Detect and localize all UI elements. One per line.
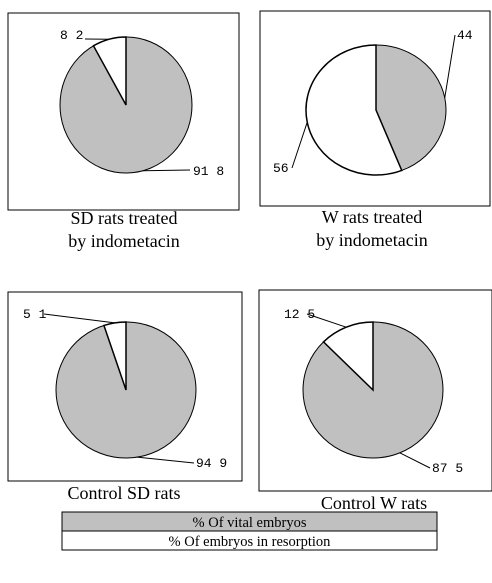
pie-label-resorption: 12 5	[284, 307, 315, 322]
pie-frame	[7, 12, 240, 211]
pie-title: Control SD rats	[67, 483, 180, 503]
pie-title: by indometacin	[68, 231, 179, 251]
pie-label-vital: 44	[457, 28, 473, 43]
pie-label-vital: 94 9	[196, 456, 227, 471]
pie-panels: 91 8 8 2 SD rats treated by indometacin 44 56…	[7, 10, 492, 513]
pie-label-vital: 87 5	[432, 461, 463, 476]
pie-leader-line	[306, 313, 347, 328]
pie-title: by indometacin	[316, 230, 427, 250]
pie-frame	[258, 289, 492, 492]
pie-leader-line	[43, 313, 115, 324]
pie-leader-line	[399, 452, 431, 469]
pie-label-resorption: 5 1	[23, 307, 47, 322]
legend-label-vital: % Of vital embryos	[193, 515, 307, 531]
pie-label-resorption: 8 2	[60, 28, 83, 43]
pie-leader-line	[444, 34, 456, 98]
legend-label-resorption: % Of embryos in resorption	[169, 534, 332, 550]
pie-title: SD rats treated	[71, 208, 178, 228]
pie-label-resorption: 56	[273, 161, 289, 176]
pie-frame	[259, 10, 491, 207]
pie-frame	[7, 291, 243, 482]
pie-slice-resorption	[102, 321, 127, 391]
legend: % Of vital embryos % Of embryos in resor…	[61, 511, 438, 551]
pie-label-vital: 91 8	[193, 164, 224, 179]
pie-title: W rats treated	[322, 207, 423, 227]
pie-leader-line	[137, 456, 195, 464]
pie-leader-line	[291, 122, 308, 169]
pie-leader-line	[142, 169, 191, 172]
pie-panel-1: 91 8 8 2 SD rats treated by indometacin	[7, 12, 240, 251]
pie-panel-3: 94 9 5 1 Control SD rats	[7, 291, 243, 503]
pie-slice-resorption	[322, 321, 374, 392]
pie-panel-4: 87 5 12 5 Control W rats	[258, 289, 492, 513]
pie-panel-2: 44 56 W rats treated by indometacin	[259, 10, 491, 250]
pie-title: Control W rats	[321, 493, 427, 513]
legend-swatch-resorption	[61, 530, 438, 551]
